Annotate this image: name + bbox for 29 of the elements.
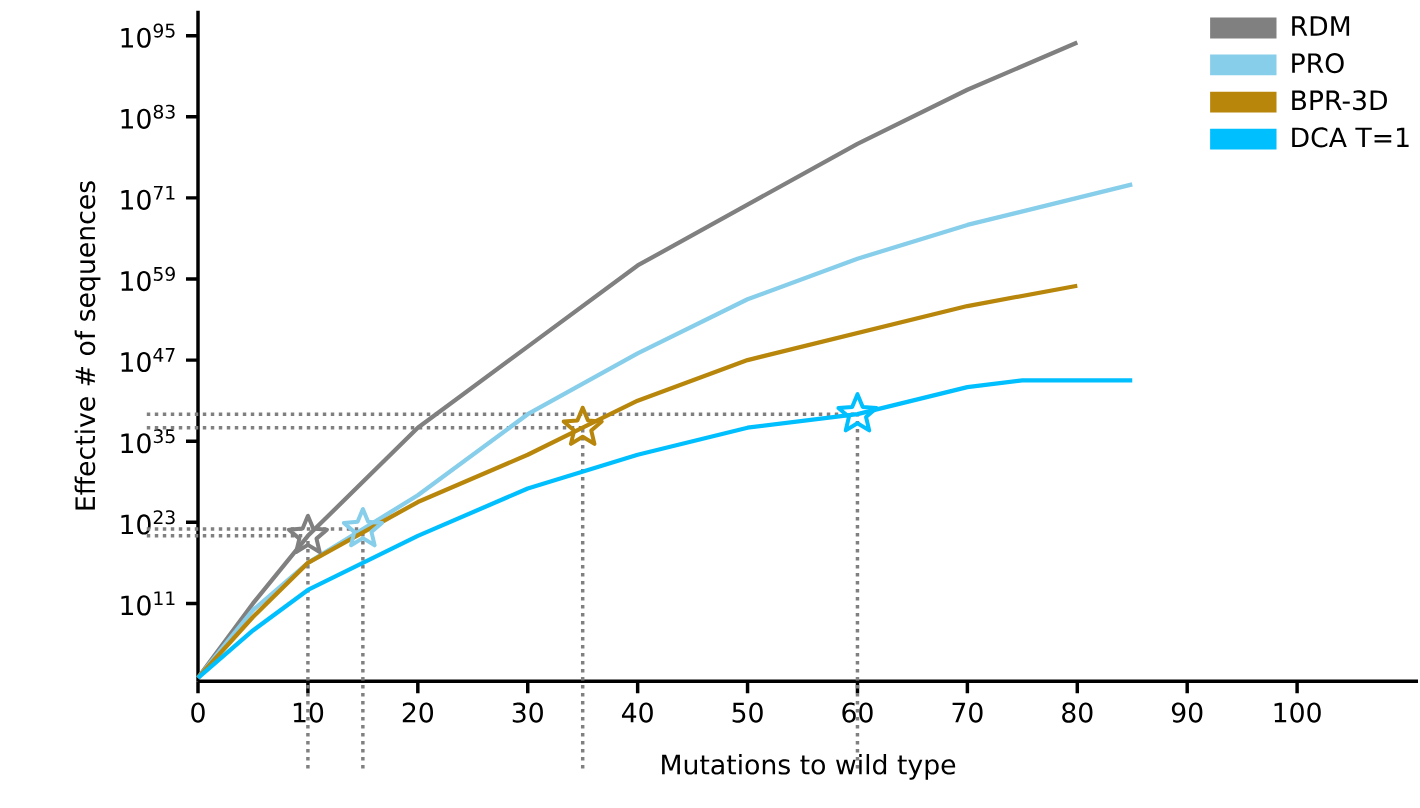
x-tick-label: 90 xyxy=(1171,702,1203,723)
x-tick-label: 40 xyxy=(621,702,653,723)
x-tick-label: 50 xyxy=(732,702,763,723)
y-tick-label: 10$^{23}$ xyxy=(121,510,175,535)
x-tick-label: 100 xyxy=(1274,702,1321,723)
y-tick-label: 10$^{11}$ xyxy=(121,591,175,616)
point xyxy=(341,507,384,548)
x-tick-label: 80 xyxy=(1062,702,1093,723)
point xyxy=(561,405,604,446)
x-tick-label: 60 xyxy=(842,702,873,723)
y-tick-label: 10$^{47}$ xyxy=(121,348,175,373)
legend-label: DCA T=1 xyxy=(1292,127,1409,148)
y-tick-label: 10$^{83}$ xyxy=(121,104,175,129)
x-tick-label: 20 xyxy=(402,702,434,723)
y-tick-label: 10$^{35}$ xyxy=(121,429,175,454)
point xyxy=(286,513,329,555)
y-tick-label: 10$^{95}$ xyxy=(121,23,175,48)
y-tick-label: 10$^{59}$ xyxy=(121,266,175,292)
x-tick-label: 10 xyxy=(293,702,324,723)
legend-label: RDM xyxy=(1292,16,1350,36)
legend-label: BPR-3D xyxy=(1292,90,1387,111)
x-tick-label: 70 xyxy=(952,702,983,723)
y-axis-title: Effective # of sequences xyxy=(74,181,101,510)
x-axis-title: Mutations to wild type xyxy=(662,753,956,780)
x-tick-label: 0 xyxy=(191,702,205,723)
legend-label: PRO xyxy=(1292,53,1344,74)
point xyxy=(836,392,879,433)
y-tick-label: 10$^{71}$ xyxy=(121,185,175,210)
x-tick-label: 30 xyxy=(512,702,543,723)
